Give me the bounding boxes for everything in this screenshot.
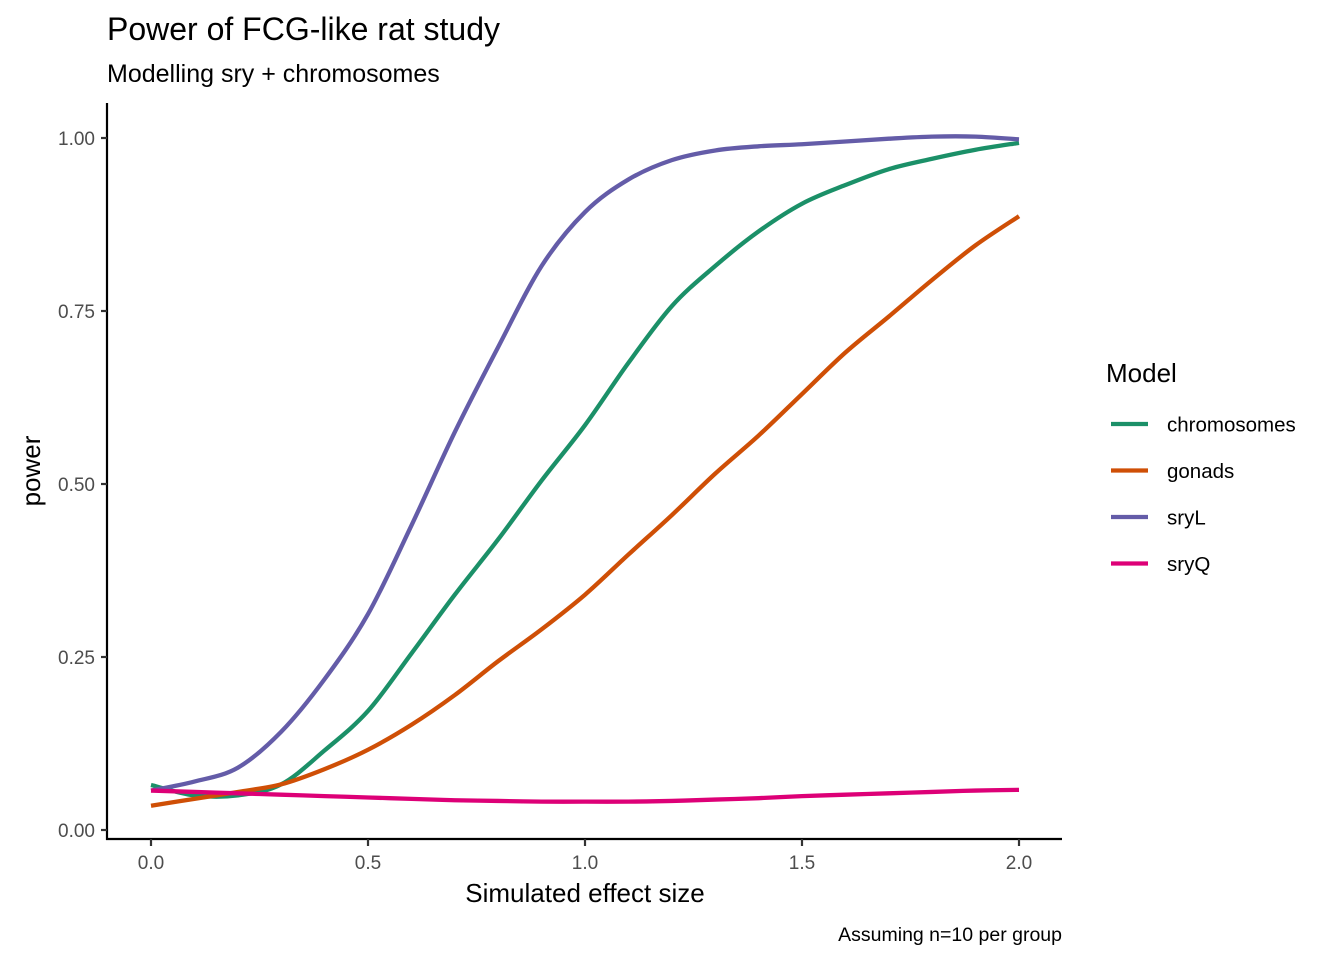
chart-title: Power of FCG-like rat study (107, 11, 500, 47)
series-line-gonads (150, 214, 1021, 808)
y-axis-title: power (16, 435, 46, 506)
series-line-sryQ (150, 787, 1020, 804)
x-tick-label: 2.0 (1006, 853, 1032, 874)
legend-label: sryQ (1167, 553, 1210, 576)
x-axis-ticks: 0.0 0.5 1.0 1.5 2.0 (138, 839, 1032, 874)
legend-label: chromosomes (1167, 414, 1296, 437)
legend-title: Model (1106, 358, 1177, 388)
chart-caption: Assuming n=10 per group (838, 924, 1062, 946)
series-line-sryL (150, 134, 1020, 793)
x-tick-label: 0.0 (138, 853, 164, 874)
x-tick-label: 1.0 (572, 853, 598, 874)
legend-label: gonads (1167, 460, 1234, 483)
legend: Model chromosomes gonads sryL sryQ (1106, 358, 1296, 576)
y-axis-ticks: 0.00 0.25 0.50 0.75 1.00 (58, 129, 107, 842)
y-tick-label: 0.50 (58, 475, 95, 496)
series-line-chromosomes (150, 140, 1020, 799)
x-tick-label: 0.5 (355, 853, 381, 874)
y-tick-label: 0.75 (58, 302, 95, 323)
y-tick-label: 1.00 (58, 129, 95, 150)
legend-item-sryQ: sryQ (1111, 553, 1210, 576)
chart-subtitle: Modelling sry + chromosomes (107, 60, 440, 88)
series-layer (150, 134, 1021, 808)
legend-item-sryL: sryL (1111, 507, 1206, 530)
x-axis-title: Simulated effect size (465, 878, 704, 908)
y-tick-label: 0.00 (58, 821, 95, 842)
legend-item-chromosomes: chromosomes (1111, 414, 1296, 437)
legend-item-gonads: gonads (1111, 460, 1234, 483)
x-tick-label: 1.5 (789, 853, 815, 874)
y-tick-label: 0.25 (58, 648, 95, 669)
legend-label: sryL (1167, 507, 1206, 530)
